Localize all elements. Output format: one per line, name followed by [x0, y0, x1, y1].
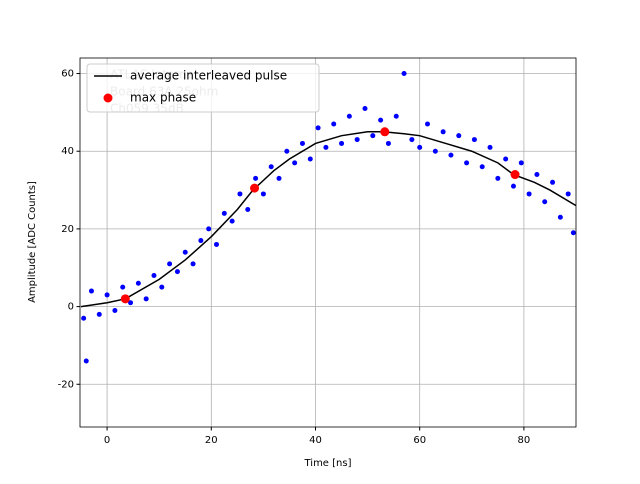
sample-point — [151, 273, 157, 279]
sample-point — [167, 261, 173, 267]
max-phase-point — [120, 294, 130, 304]
sample-point — [284, 148, 290, 154]
y-tick-label: 60 — [61, 69, 74, 80]
sample-point — [409, 137, 415, 143]
sample-point — [487, 144, 493, 150]
sample-point — [245, 206, 251, 212]
sample-point — [432, 148, 438, 154]
sample-point — [229, 218, 235, 224]
sample-point — [135, 280, 141, 286]
x-tick-label: 20 — [205, 435, 218, 446]
sample-point — [378, 117, 384, 123]
sample-point — [299, 140, 305, 146]
sample-point — [339, 140, 345, 146]
legend-label: max phase — [130, 91, 196, 105]
sample-point — [503, 156, 509, 162]
sample-point — [206, 226, 212, 232]
sample-point — [159, 284, 165, 290]
x-tick-label: 60 — [413, 435, 426, 446]
x-axis-label: Time [ns] — [303, 458, 351, 469]
sample-point — [346, 113, 352, 119]
sample-point — [464, 160, 470, 166]
max-phase-point — [250, 183, 260, 193]
sample-point — [440, 129, 446, 135]
sample-point — [518, 160, 524, 166]
sample-point — [128, 300, 134, 306]
sample-point — [104, 292, 110, 298]
y-tick-label: 40 — [61, 146, 74, 157]
sample-point — [315, 125, 321, 131]
sample-point — [260, 191, 266, 197]
y-tick-label: 0 — [68, 302, 74, 313]
max-phase-point — [510, 170, 520, 180]
x-tick-label: 40 — [309, 435, 322, 446]
sample-point — [565, 191, 571, 197]
sample-point — [190, 261, 196, 267]
sample-point — [534, 172, 540, 178]
axes-frame — [79, 57, 577, 428]
sample-point — [96, 311, 102, 317]
sample-point — [417, 144, 423, 150]
x-tick-label: 80 — [518, 435, 531, 446]
sample-point — [198, 238, 204, 244]
sample-point — [143, 296, 149, 302]
sample-point — [542, 199, 548, 205]
y-tick-label: -20 — [58, 379, 74, 390]
sample-point — [253, 175, 259, 181]
sample-point — [557, 214, 563, 220]
sample-point — [401, 71, 407, 77]
y-axis-label: Amplitude [ADC Counts] — [27, 181, 38, 303]
sample-point — [323, 144, 329, 150]
sample-point — [456, 133, 462, 139]
sample-point — [354, 137, 360, 143]
sample-point — [526, 191, 532, 197]
sample-point — [237, 191, 243, 197]
sample-point — [495, 175, 501, 181]
sample-point — [385, 140, 391, 146]
sample-point — [570, 230, 576, 236]
legend-label: average interleaved pulse — [130, 69, 287, 83]
sample-point — [81, 315, 87, 321]
sample-point — [425, 121, 431, 127]
sample-point — [182, 249, 188, 255]
legend-box — [86, 63, 320, 113]
sample-point — [88, 288, 94, 294]
sample-point — [174, 269, 180, 275]
sample-point — [268, 164, 274, 170]
sample-point — [307, 156, 313, 162]
sample-point — [331, 121, 337, 127]
sample-point — [370, 133, 376, 139]
x-tick-label: 0 — [104, 435, 110, 446]
sample-point — [221, 210, 227, 216]
sample-point — [292, 160, 298, 166]
sample-point — [471, 137, 477, 143]
sample-point — [362, 105, 368, 111]
max-phase-point — [380, 127, 390, 137]
legend-marker — [103, 93, 113, 103]
sample-point — [83, 358, 89, 364]
y-tick-label: 20 — [61, 224, 74, 235]
pulse-line — [80, 131, 576, 308]
sample-point — [550, 179, 556, 185]
sample-point — [510, 183, 516, 189]
sample-point — [479, 164, 485, 170]
sample-point — [276, 175, 282, 181]
sample-point — [112, 307, 118, 313]
sample-point — [120, 284, 126, 290]
sample-point — [214, 241, 220, 247]
sample-point — [393, 113, 399, 119]
sample-point — [448, 152, 454, 158]
plot-area — [80, 71, 576, 364]
